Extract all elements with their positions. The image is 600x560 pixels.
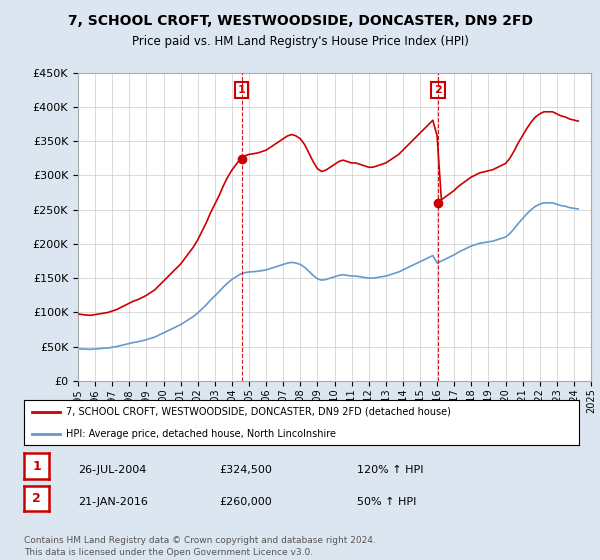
Text: £260,000: £260,000 — [219, 497, 272, 507]
Text: 2: 2 — [32, 492, 41, 505]
Text: HPI: Average price, detached house, North Lincolnshire: HPI: Average price, detached house, Nort… — [65, 429, 335, 439]
Text: 50% ↑ HPI: 50% ↑ HPI — [357, 497, 416, 507]
Text: 120% ↑ HPI: 120% ↑ HPI — [357, 465, 424, 475]
Text: Price paid vs. HM Land Registry's House Price Index (HPI): Price paid vs. HM Land Registry's House … — [131, 35, 469, 48]
Text: 2: 2 — [434, 85, 442, 95]
Text: 26-JUL-2004: 26-JUL-2004 — [78, 465, 146, 475]
Text: 21-JAN-2016: 21-JAN-2016 — [78, 497, 148, 507]
Text: Contains HM Land Registry data © Crown copyright and database right 2024.
This d: Contains HM Land Registry data © Crown c… — [24, 536, 376, 557]
Text: 1: 1 — [238, 85, 245, 95]
Text: 7, SCHOOL CROFT, WESTWOODSIDE, DONCASTER, DN9 2FD (detached house): 7, SCHOOL CROFT, WESTWOODSIDE, DONCASTER… — [65, 407, 451, 417]
Text: £324,500: £324,500 — [219, 465, 272, 475]
Text: 1: 1 — [32, 460, 41, 473]
Text: 7, SCHOOL CROFT, WESTWOODSIDE, DONCASTER, DN9 2FD: 7, SCHOOL CROFT, WESTWOODSIDE, DONCASTER… — [67, 14, 533, 28]
